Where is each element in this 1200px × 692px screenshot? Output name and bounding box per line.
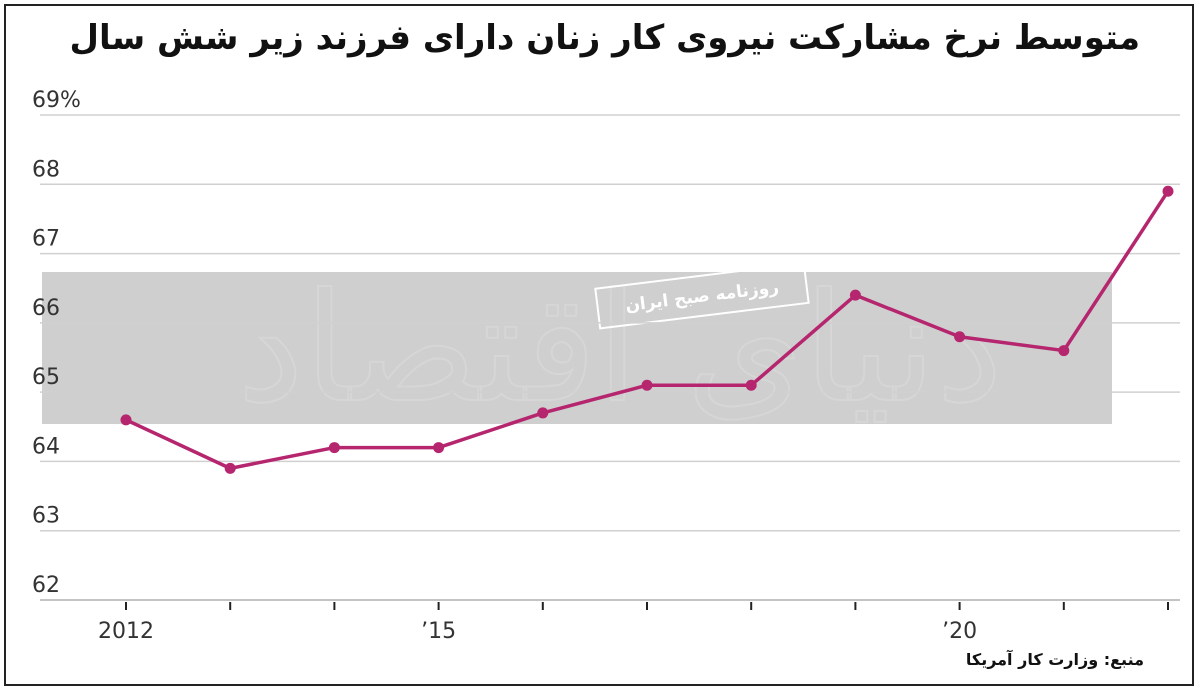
watermark-band [42, 272, 1112, 424]
y-tick-label-64: 64 [32, 434, 60, 459]
x-axis: 2012 ’15 ’20 [40, 599, 1180, 644]
data-point-2013 [224, 462, 236, 474]
y-tick-label-62: 62 [32, 573, 60, 598]
data-point-2021 [1058, 345, 1070, 357]
y-tick-label-65: 65 [32, 365, 60, 390]
watermark: دنیای اقتصاد روزنامه صبح ایران [42, 261, 1112, 437]
x-tick-label-2015: ’15 [421, 619, 456, 644]
series-layer [120, 185, 1174, 474]
y-tick-label-63: 63 [32, 504, 60, 529]
x-tick-label-2020: ’20 [942, 619, 977, 644]
y-tick-label-67: 67 [32, 227, 60, 252]
data-point-2022 [1162, 185, 1174, 197]
y-axis-ticks: 62 63 64 65 66 67 68 69% [32, 88, 81, 598]
data-point-2018 [745, 379, 757, 391]
y-tick-label-66: 66 [32, 296, 60, 321]
watermark-tagline-box [594, 261, 810, 330]
chart-frame [4, 4, 1194, 686]
data-point-2012 [120, 414, 132, 426]
data-point-2019 [849, 289, 861, 301]
y-tick-label-69: 69% [32, 88, 81, 113]
data-point-2015 [433, 442, 445, 454]
data-point-2017 [641, 379, 653, 391]
data-point-2014 [328, 442, 340, 454]
data-point-2020 [954, 331, 966, 343]
x-tick-label-2012: 2012 [98, 619, 154, 644]
watermark-publisher: دنیای اقتصاد [237, 262, 1003, 436]
y-tick-label-68: 68 [32, 157, 60, 182]
chart-title: متوسط نرخ مشارکت نیروی کار زنان دارای فر… [69, 18, 1140, 58]
data-point-2016 [537, 407, 549, 419]
source-note: منبع: وزارت کار آمریکا [965, 650, 1144, 669]
